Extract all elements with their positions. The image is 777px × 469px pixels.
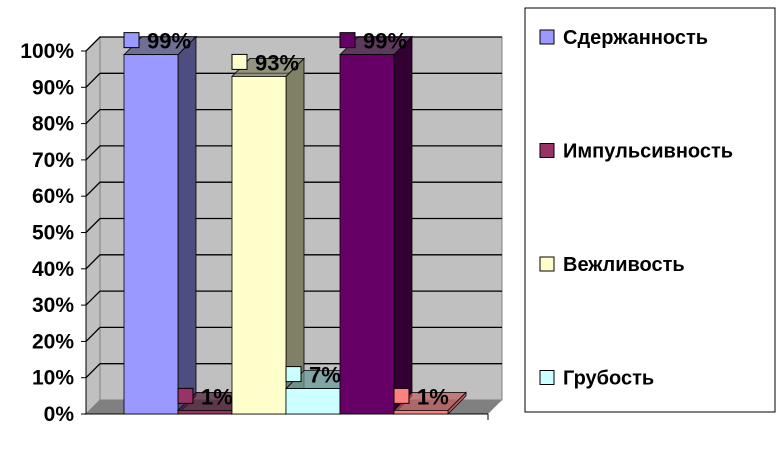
y-tick-label: 10%	[32, 367, 74, 390]
bar-front	[231, 76, 287, 415]
legend-swatch	[539, 29, 555, 45]
legend-entry: Вежливость	[539, 254, 685, 276]
bar-front	[285, 388, 341, 415]
bar-front	[123, 54, 179, 415]
y-tick-label: 30%	[32, 294, 74, 317]
data-label: 1%	[417, 384, 449, 409]
bar-3: 93%	[231, 50, 305, 415]
legend-entry: Сдержанность	[539, 27, 708, 49]
y-tick-label: 70%	[32, 149, 74, 172]
data-label: 7%	[309, 363, 341, 388]
legend-entry: Грубость	[539, 368, 654, 390]
bar-side	[177, 35, 197, 415]
bar-side	[285, 57, 305, 415]
data-label-key	[177, 387, 194, 404]
legend-swatch	[539, 143, 555, 158]
legend-label: Сдержанность	[563, 27, 708, 49]
bar-front	[339, 54, 395, 415]
data-label: 99%	[363, 29, 407, 54]
y-tick-label: 80%	[32, 113, 74, 136]
bar-5: 99%	[339, 29, 413, 415]
y-tick-label: 60%	[32, 185, 74, 208]
legend-label: Вежливость	[563, 254, 685, 276]
data-label-key	[339, 32, 356, 49]
bar-front	[177, 409, 233, 415]
data-label-key	[393, 387, 410, 404]
y-tick-label: 40%	[32, 258, 74, 281]
y-tick-label: 100%	[20, 40, 74, 63]
data-label: 1%	[201, 384, 233, 409]
legend-entry: Импульсивность	[539, 141, 733, 163]
bar-1: 99%	[123, 29, 197, 415]
bar-front	[393, 409, 449, 415]
bar-6: 1%	[393, 384, 467, 415]
y-tick-label: 0%	[44, 403, 75, 426]
legend-swatch	[539, 370, 555, 385]
legend: Сдержанность Импульсивность Вежливость Груб…	[524, 7, 776, 413]
data-label: 99%	[147, 29, 191, 54]
legend-label: Импульсивность	[563, 141, 733, 163]
data-label: 93%	[255, 50, 299, 75]
y-tick-label: 50%	[32, 222, 74, 245]
legend-box	[524, 7, 776, 413]
bar-side	[393, 35, 413, 415]
data-label-key	[285, 366, 302, 383]
legend-swatch	[539, 256, 555, 272]
y-tick-label: 90%	[32, 76, 74, 99]
y-tick-label: 20%	[32, 330, 74, 353]
data-label-key	[123, 32, 140, 49]
data-label-key	[231, 53, 248, 70]
legend-label: Грубость	[563, 368, 654, 390]
